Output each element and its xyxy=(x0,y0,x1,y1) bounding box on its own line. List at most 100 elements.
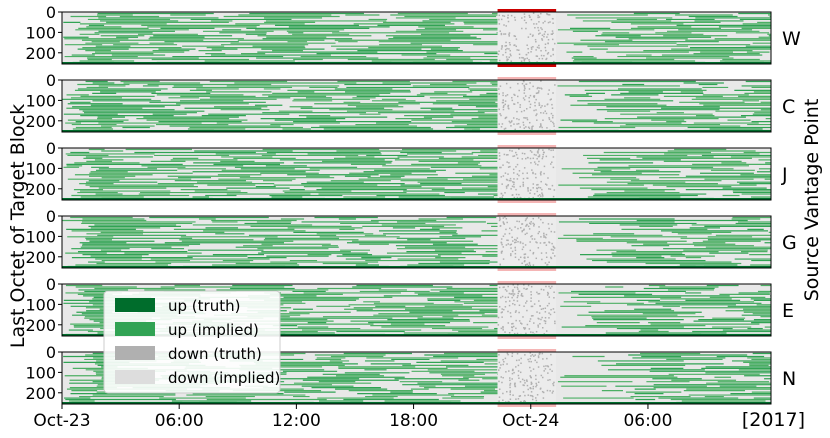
down-truth-dot xyxy=(532,315,534,317)
y-tick-label: 0 xyxy=(46,139,56,158)
down-truth-dot xyxy=(509,149,511,152)
down-truth-dot xyxy=(540,54,543,57)
down-truth-dot xyxy=(530,360,532,363)
down-truth-dot xyxy=(554,84,556,86)
down-truth-dot xyxy=(502,108,505,111)
down-truth-dot xyxy=(502,175,505,177)
down-truth-dot xyxy=(504,51,507,54)
down-truth-dot xyxy=(505,187,508,189)
down-truth-dot xyxy=(540,87,542,89)
down-truth-dot xyxy=(507,310,509,313)
down-truth-dot xyxy=(526,172,528,174)
down-truth-dot xyxy=(529,366,531,369)
down-truth-dot xyxy=(523,260,526,263)
down-truth-dot xyxy=(552,121,554,124)
down-truth-dot xyxy=(529,394,532,397)
down-truth-dot xyxy=(527,264,530,267)
down-truth-dot xyxy=(545,256,548,259)
down-truth-dot xyxy=(507,104,510,107)
down-truth-dot xyxy=(549,21,551,23)
down-truth-dot xyxy=(498,400,500,402)
down-truth-dot xyxy=(498,354,500,356)
outage-marker-bottom xyxy=(497,64,557,67)
down-truth-dot xyxy=(529,375,531,377)
outage-marker-top xyxy=(497,281,557,284)
down-truth-dot xyxy=(531,125,533,128)
down-truth-dot xyxy=(537,326,540,328)
down-truth-dot xyxy=(546,291,549,294)
y-tick-label: 0 xyxy=(46,207,56,226)
down-truth-dot xyxy=(541,326,544,329)
down-truth-dot xyxy=(510,254,512,257)
down-truth-dot xyxy=(552,384,555,387)
down-truth-dot xyxy=(518,320,521,322)
down-truth-dot xyxy=(544,43,547,45)
down-truth-dot xyxy=(507,239,509,242)
down-truth-dot xyxy=(522,242,524,245)
legend-label: up (implied) xyxy=(168,321,259,339)
down-truth-dot xyxy=(515,319,517,322)
y-tick-label: 200 xyxy=(25,112,56,131)
down-truth-dot xyxy=(526,263,528,265)
down-truth-dot xyxy=(521,262,523,265)
down-truth-dot xyxy=(536,119,538,121)
down-truth-dot xyxy=(542,22,544,24)
down-truth-dot xyxy=(527,36,530,38)
down-truth-dot xyxy=(547,177,549,179)
down-truth-dot xyxy=(542,153,544,156)
down-truth-dot xyxy=(526,156,529,159)
down-truth-dot xyxy=(516,296,519,299)
down-truth-dot xyxy=(501,123,504,125)
down-truth-dot xyxy=(534,101,536,104)
down-truth-dot xyxy=(498,18,500,21)
down-truth-dot xyxy=(506,390,508,393)
down-truth-dot xyxy=(512,289,514,291)
down-truth-dot xyxy=(526,117,528,119)
down-truth-dot xyxy=(540,49,542,52)
down-truth-dot xyxy=(523,400,526,402)
down-truth-dot xyxy=(542,307,544,310)
y-tick-label: 200 xyxy=(25,180,56,199)
down-truth-dot xyxy=(532,395,534,398)
down-truth-dot xyxy=(545,330,548,332)
down-truth-dot xyxy=(531,127,533,129)
down-truth-dot xyxy=(516,300,519,302)
down-truth-dot xyxy=(553,381,555,384)
down-truth-dot xyxy=(512,293,514,295)
down-truth-dot xyxy=(509,390,512,392)
down-truth-dot xyxy=(505,217,508,220)
down-truth-dot xyxy=(512,294,515,297)
down-truth-dot xyxy=(548,302,550,305)
down-truth-dot xyxy=(522,121,525,124)
down-truth-dot xyxy=(547,292,550,295)
down-truth-dot xyxy=(553,189,556,191)
x-tick-label: 12:00 xyxy=(272,411,321,431)
down-truth-dot xyxy=(544,311,547,313)
down-truth-dot xyxy=(537,155,540,158)
down-truth-dot xyxy=(523,60,526,62)
down-truth-dot xyxy=(523,328,526,330)
down-truth-dot xyxy=(534,354,537,356)
legend-label: down (implied) xyxy=(168,369,280,387)
down-truth-dot xyxy=(501,183,503,185)
down-truth-dot xyxy=(547,38,550,41)
down-truth-dot xyxy=(525,218,527,220)
down-truth-dot xyxy=(534,173,537,175)
down-truth-dot xyxy=(537,150,539,152)
panel-frame xyxy=(61,215,772,269)
down-truth-dot xyxy=(518,193,520,196)
down-truth-dot xyxy=(537,86,539,89)
down-truth-dot xyxy=(543,172,545,175)
down-truth-dot xyxy=(526,232,528,235)
down-truth-dot xyxy=(505,25,507,27)
down-truth-dot xyxy=(498,306,501,308)
down-truth-dot xyxy=(518,290,521,293)
down-truth-dot xyxy=(501,311,504,313)
down-truth-dot xyxy=(513,196,516,199)
down-truth-dot xyxy=(535,257,538,260)
down-truth-dot xyxy=(511,250,514,253)
down-truth-dot xyxy=(548,14,551,16)
down-truth-dot xyxy=(526,223,528,226)
down-truth-dot xyxy=(497,316,500,319)
down-truth-dot xyxy=(525,108,528,110)
